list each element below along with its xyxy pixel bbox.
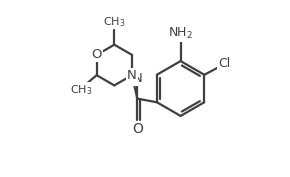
Text: NH$_2$: NH$_2$ — [168, 26, 193, 41]
Text: N: N — [127, 69, 137, 82]
Text: CH$_3$: CH$_3$ — [103, 15, 126, 28]
Text: Cl: Cl — [218, 57, 230, 70]
Text: N: N — [133, 72, 142, 85]
Text: O: O — [132, 122, 143, 136]
Text: O: O — [91, 48, 102, 61]
Text: CH$_3$: CH$_3$ — [70, 83, 92, 97]
